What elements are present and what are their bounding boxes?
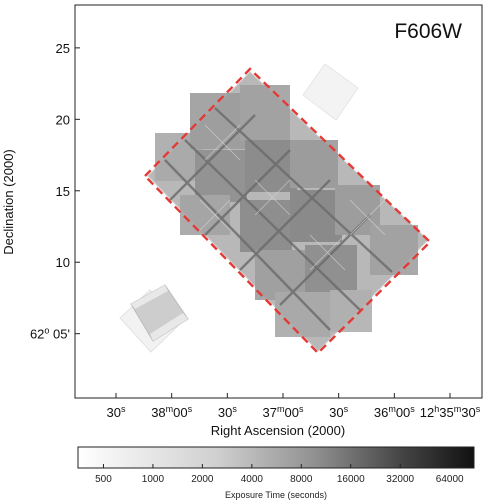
isolated-pointing xyxy=(130,284,189,342)
y-axis-label: Declination (2000) xyxy=(1,149,16,255)
x-tick-label: 38m00s xyxy=(151,404,192,420)
colorbar-tick-label: 1000 xyxy=(142,474,165,485)
colorbar-tick-label: 2000 xyxy=(191,474,214,485)
y-tick-label: 15 xyxy=(56,184,70,199)
filter-label: F606W xyxy=(394,20,462,43)
x-axis: 30s 38m00s 30s 37m00s 30s 36m00s 12h35m30s xyxy=(107,393,481,420)
colorbar-tick-label: 16000 xyxy=(337,474,365,485)
colorbar-tick-label: 64000 xyxy=(436,474,464,485)
colorbar-tick-label: 32000 xyxy=(386,474,414,485)
x-tick-label: 30s xyxy=(329,404,348,420)
y-tick-label: 62o 05' xyxy=(30,326,70,342)
faint-footprint-ne xyxy=(302,63,359,121)
x-tick-label: 30s xyxy=(107,404,126,420)
colorbar-ticks: 500 1000 2000 4000 8000 16000 32000 64000 xyxy=(95,464,464,485)
colorbar: 500 1000 2000 4000 8000 16000 32000 64000 Expos… xyxy=(77,446,475,500)
colorbar-tick-label: 8000 xyxy=(290,474,313,485)
survey-outline xyxy=(143,67,432,355)
y-tick-label: 25 xyxy=(56,41,70,56)
overlap-stripes xyxy=(164,107,393,331)
exposure-map xyxy=(119,63,432,355)
y-axis: 25 20 15 10 62o 05' xyxy=(30,41,80,342)
x-tick-label: 36m00s xyxy=(374,404,415,420)
y-tick-label: 10 xyxy=(56,255,70,270)
x-tick-label: 37m00s xyxy=(263,404,304,420)
x-axis-label: Right Ascension (2000) xyxy=(211,423,345,438)
colorbar-tick-label: 4000 xyxy=(241,474,264,485)
colorbar-label: Exposure Time (seconds) xyxy=(225,490,327,500)
y-tick-label: 20 xyxy=(56,112,70,127)
tile-crosses xyxy=(199,124,386,271)
x-tick-label: 12h35m30s xyxy=(420,404,481,420)
x-tick-label: 30s xyxy=(218,404,237,420)
colorbar-tick-label: 500 xyxy=(95,474,112,485)
colorbar-gradient xyxy=(77,446,475,469)
